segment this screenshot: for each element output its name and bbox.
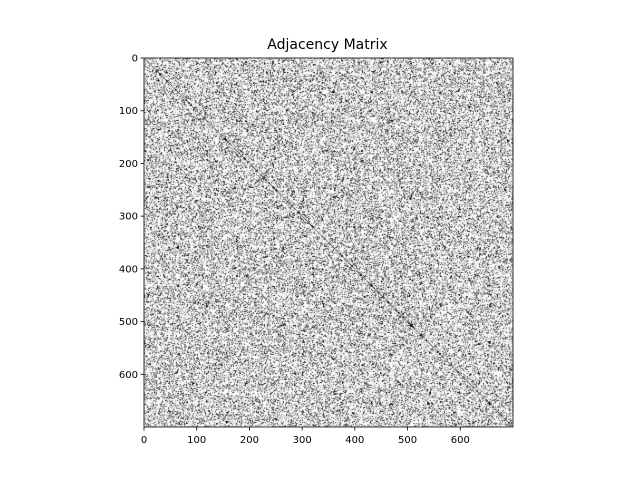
x-axis: 0 100 200 300 400 500 600 [141,427,470,446]
x-tick-label: 300 [293,435,312,446]
y-tick-label: 600 [119,370,138,381]
x-tick-label: 400 [345,435,364,446]
y-tick-label: 0 [132,54,138,65]
y-tick-label: 200 [119,159,138,170]
y-tick-label: 400 [119,264,138,275]
adjacency-matrix-image [144,58,513,427]
x-tick-label: 0 [141,435,147,446]
x-tick-label: 600 [451,435,470,446]
y-axis: 0 100 200 300 400 500 600 [119,54,144,381]
y-tick-label: 100 [119,106,138,117]
plot-area [143,57,514,428]
x-tick-label: 500 [398,435,417,446]
plot-frame [143,57,514,428]
x-tick-label: 200 [240,435,259,446]
y-tick-label: 500 [119,317,138,328]
x-tick-label: 100 [187,435,206,446]
y-tick-label: 300 [119,212,138,223]
chart-title: Adjacency Matrix [267,37,387,53]
